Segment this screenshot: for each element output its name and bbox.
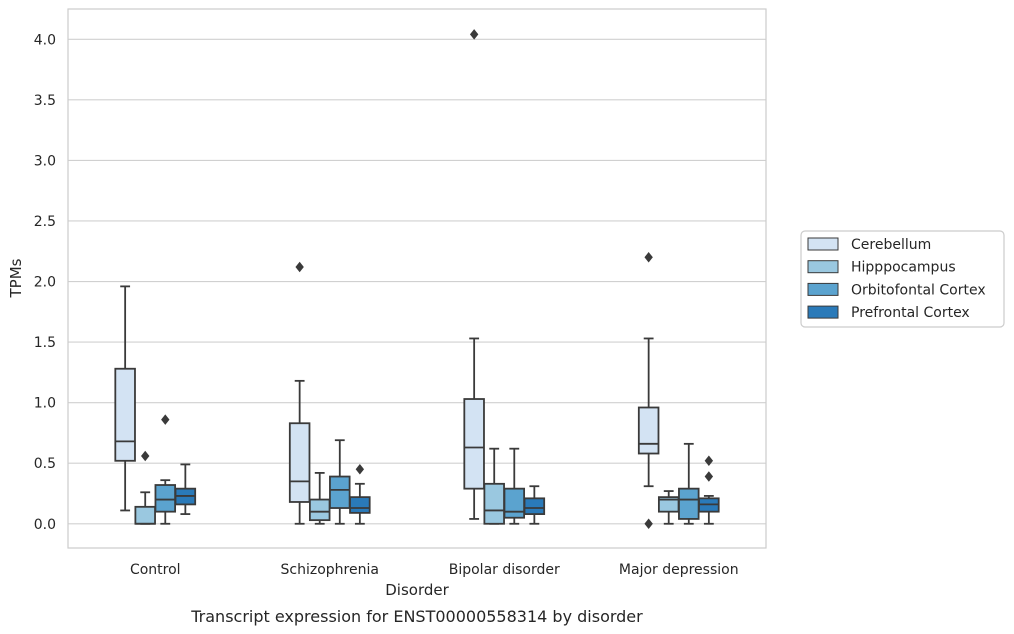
outlier-point (644, 518, 653, 530)
outlier-point (355, 464, 365, 475)
box-prefrontal-cortex-0 (174, 463, 197, 515)
box-iqr (463, 398, 485, 490)
box-hipppocampus-3 (657, 490, 680, 525)
x-axis-label: Disorder (385, 581, 449, 599)
y-tick-labels: 0.0 0.5 1.0 1.5 2.0 2.5 3.0 3.5 4.0 (34, 32, 56, 532)
box-prefrontal-cortex-3 (698, 455, 720, 525)
box-iqr (637, 406, 660, 455)
box-cerebellum-2 (463, 29, 485, 520)
box-iqr (678, 487, 700, 520)
box-cerebellum-1 (288, 261, 311, 525)
outlier-point (644, 252, 653, 263)
box-prefrontal-cortex-2 (523, 485, 546, 525)
outlier-point (295, 261, 304, 273)
y-axis-label: TPMs (7, 258, 25, 298)
box-orbitofontal-cortex-3 (678, 442, 700, 525)
box-cerebellum-3 (637, 252, 660, 530)
box-orbitofontal-cortex-1 (329, 439, 351, 525)
legend-label: Cerebellum (851, 237, 931, 253)
box-iqr (154, 484, 177, 513)
box-iqr (523, 497, 546, 515)
x-tick-label: Control (130, 562, 181, 578)
box-iqr (134, 505, 156, 525)
chart-caption: Transcript expression for ENST0000055831… (190, 607, 643, 626)
legend-label: Prefrontal Cortex (851, 305, 970, 321)
box-iqr (483, 482, 505, 525)
y-tick-label: 1.5 (34, 335, 56, 351)
y-tick-label: 3.5 (34, 93, 56, 109)
outlier-point (704, 471, 714, 482)
legend-swatch (807, 260, 839, 274)
legend-swatch (807, 305, 839, 319)
x-tick-label: Schizophrenia (281, 562, 379, 578)
plot-area-frame (67, 8, 767, 549)
box-hipppocampus-1 (308, 472, 331, 525)
outlier-point (469, 29, 479, 40)
box-hipppocampus-0 (134, 450, 156, 525)
y-tick-label: 2.0 (34, 275, 56, 291)
legend-swatch (807, 237, 839, 251)
box-orbitofontal-cortex-2 (503, 447, 526, 525)
x-tick-labels: Control Schizophrenia Bipolar disorder Majo… (130, 562, 739, 578)
box-layer (114, 29, 720, 530)
box-orbitofontal-cortex-0 (154, 414, 177, 525)
x-tick-label: Major depression (619, 562, 739, 578)
y-tick-label: 0.0 (34, 517, 56, 533)
y-tick-label: 2.5 (34, 214, 56, 230)
y-tick-label: 3.0 (34, 153, 56, 169)
outlier-point (141, 450, 150, 462)
box-prefrontal-cortex-1 (349, 464, 371, 525)
box-iqr (329, 475, 351, 509)
grid-lines (68, 38, 766, 525)
outlier-point (161, 414, 170, 425)
box-iqr (349, 496, 371, 514)
outlier-point (704, 455, 714, 467)
y-tick-label: 4.0 (34, 32, 56, 48)
y-tick-label: 1.0 (34, 396, 56, 412)
legend: Cerebellum Hipppocampus Orbitofontal Corte… (800, 230, 1005, 328)
box-iqr (288, 422, 311, 503)
legend-box (800, 230, 1005, 328)
legend-swatch (807, 282, 839, 296)
box-iqr (114, 367, 136, 462)
box-iqr (503, 487, 526, 519)
box-cerebellum-0 (114, 285, 136, 512)
box-hipppocampus-2 (483, 447, 505, 525)
legend-label: Hipppocampus (851, 260, 956, 276)
box-iqr (308, 498, 331, 522)
legend-label: Orbitofontal Cortex (851, 282, 986, 298)
y-tick-label: 0.5 (34, 456, 56, 472)
x-tick-label: Bipolar disorder (449, 562, 560, 578)
